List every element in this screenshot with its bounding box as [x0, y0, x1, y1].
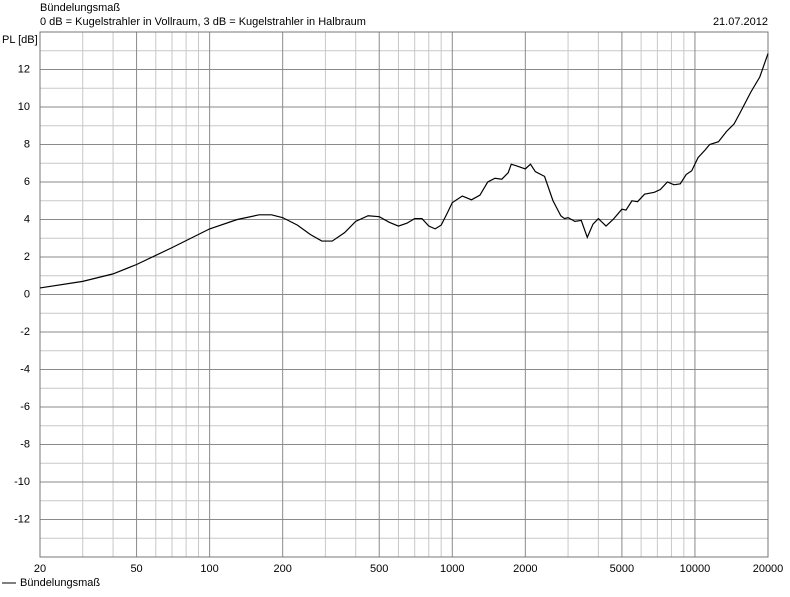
y-tick-label: -2 — [20, 326, 30, 338]
y-tick-label: 2 — [24, 251, 30, 263]
x-tick-label: 2000 — [513, 563, 537, 575]
x-tick-label: 200 — [273, 563, 291, 575]
chart-date: 21.07.2012 — [713, 16, 768, 28]
y-tick-label: 8 — [24, 138, 30, 150]
x-tick-label: 20 — [34, 563, 46, 575]
y-tick-label: 10 — [18, 101, 30, 113]
x-tick-label: 5000 — [610, 563, 634, 575]
x-tick-label: 50 — [130, 563, 142, 575]
x-tick-label: 10000 — [680, 563, 711, 575]
y-tick-label: -8 — [20, 438, 30, 450]
data-line — [39, 53, 769, 289]
y-tick-label: 4 — [24, 213, 30, 225]
y-tick-label: 0 — [24, 288, 30, 300]
y-tick-label: -4 — [20, 363, 30, 375]
x-tick-label: 1000 — [440, 563, 464, 575]
y-tick-label: 12 — [18, 63, 30, 75]
x-tick-label: 20000 — [753, 563, 784, 575]
chart-title: Bündelungsmaß — [40, 2, 120, 14]
x-tick-label: 100 — [200, 563, 218, 575]
chart-subtitle: 0 dB = Kugelstrahler in Vollraum, 3 dB =… — [40, 16, 366, 28]
legend-label: Bündelungsmaß — [20, 577, 100, 589]
y-tick-label: 6 — [24, 176, 30, 188]
y-axis-label: PL [dB] — [2, 34, 38, 46]
y-tick-label: -10 — [14, 476, 30, 488]
y-tick-label: -6 — [20, 401, 30, 413]
plot-frame — [39, 31, 769, 558]
y-tick-label: -12 — [14, 513, 30, 525]
x-tick-label: 500 — [370, 563, 388, 575]
